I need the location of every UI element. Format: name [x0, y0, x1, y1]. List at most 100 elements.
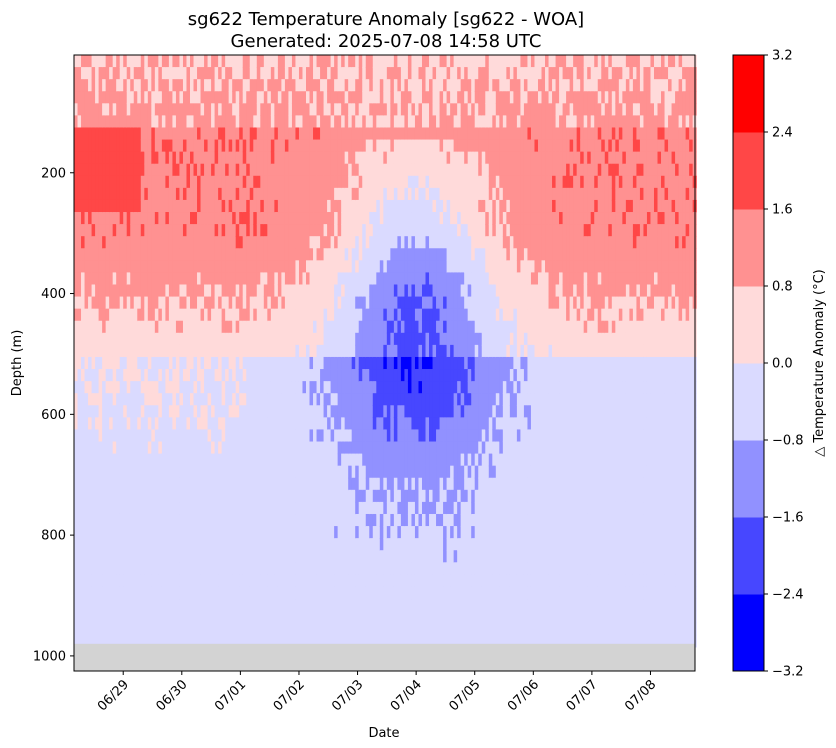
heatmap-cell	[154, 248, 159, 261]
heatmap-cell	[330, 369, 335, 382]
heatmap-cell	[119, 586, 124, 600]
heatmap-cell	[425, 381, 430, 394]
heatmap-cell	[165, 417, 170, 431]
heatmap-cell	[165, 224, 170, 237]
heatmap-cell	[295, 308, 300, 322]
heatmap-cell	[355, 465, 360, 479]
heatmap-cell	[186, 586, 191, 600]
heatmap-cell	[355, 501, 360, 515]
heatmap-cell	[263, 513, 268, 527]
heatmap-cell	[214, 236, 219, 249]
heatmap-cell	[362, 393, 367, 406]
heatmap-cell	[218, 115, 223, 129]
heatmap-cell	[98, 393, 103, 406]
heatmap-cell	[207, 139, 212, 153]
heatmap-cell	[102, 236, 107, 249]
heatmap-cell	[221, 465, 226, 479]
heatmap-cell	[291, 356, 297, 370]
heatmap-cell	[88, 163, 93, 177]
heatmap-cell	[281, 417, 286, 431]
heatmap-cell	[91, 610, 96, 624]
heatmap-cell	[418, 248, 423, 261]
heatmap-cell	[267, 562, 272, 575]
heatmap-cell	[95, 55, 100, 68]
heatmap-cell	[105, 260, 110, 274]
heatmap-cell	[239, 127, 244, 141]
heatmap-cell	[379, 526, 384, 539]
heatmap-cell	[140, 55, 145, 68]
heatmap-cell	[277, 332, 282, 346]
heatmap-cell	[397, 513, 402, 527]
heatmap-cell	[284, 151, 290, 165]
heatmap-cell	[95, 489, 100, 503]
heatmap-cell	[288, 163, 293, 177]
heatmap-cell	[81, 236, 86, 249]
heatmap-cell	[165, 67, 170, 80]
heatmap-cell	[355, 308, 360, 322]
heatmap-cell	[274, 622, 279, 636]
heatmap-cell	[197, 212, 202, 225]
heatmap-cell	[337, 598, 342, 612]
heatmap-cell	[393, 453, 398, 467]
heatmap-cell	[109, 429, 114, 443]
heatmap-cell	[379, 163, 384, 177]
heatmap-cell	[123, 67, 128, 80]
heatmap-cell	[284, 79, 290, 92]
heatmap-cell	[316, 187, 321, 201]
heatmap-cell	[95, 622, 100, 636]
heatmap-cell	[130, 284, 135, 298]
heatmap-cell	[133, 115, 138, 129]
heatmap-cell	[418, 344, 423, 358]
heatmap-cell	[242, 103, 247, 116]
heatmap-cell	[306, 344, 311, 358]
heatmap-cell	[267, 296, 272, 310]
heatmap-cell	[197, 260, 202, 274]
heatmap-cell	[193, 320, 198, 334]
heatmap-cell	[411, 163, 416, 177]
heatmap-cell	[295, 284, 300, 298]
heatmap-cell	[295, 115, 300, 129]
heatmap-cell	[161, 369, 166, 382]
heatmap-cell	[249, 115, 254, 129]
heatmap-cell	[200, 344, 205, 358]
heatmap-cell	[397, 224, 402, 237]
heatmap-cell	[355, 634, 360, 648]
heatmap-cell	[267, 634, 272, 648]
heatmap-cell	[218, 344, 223, 358]
heatmap-cell	[320, 224, 325, 237]
heatmap-cell	[263, 91, 268, 104]
heatmap-cell	[253, 332, 258, 346]
heatmap-cell	[151, 477, 156, 491]
heatmap-cell	[337, 441, 342, 455]
heatmap-cell	[358, 187, 363, 201]
heatmap-cell	[313, 79, 318, 92]
heatmap-cell	[74, 199, 79, 213]
heatmap-cell	[277, 127, 282, 141]
heatmap-cell	[277, 91, 282, 104]
heatmap-cell	[313, 381, 318, 394]
heatmap-cell	[147, 501, 152, 515]
heatmap-cell	[316, 139, 321, 153]
heatmap-cell	[372, 260, 377, 274]
heatmap-cell	[327, 212, 332, 225]
heatmap-cell	[109, 562, 114, 575]
heatmap-cell	[429, 55, 434, 68]
heatmap-cell	[425, 332, 430, 346]
heatmap-cell	[147, 284, 152, 298]
heatmap-cell	[179, 622, 184, 636]
heatmap-cell	[421, 429, 427, 443]
heatmap-cell	[133, 513, 138, 527]
heatmap-cell	[376, 344, 381, 358]
heatmap-cell	[91, 224, 96, 237]
heatmap-cell	[168, 296, 174, 310]
heatmap-cell	[161, 332, 166, 346]
heatmap-cell	[341, 224, 346, 237]
heatmap-cell	[253, 501, 258, 515]
heatmap-cell	[390, 356, 395, 370]
heatmap-cell	[207, 163, 212, 177]
heatmap-cell	[302, 477, 307, 491]
heatmap-cell	[351, 598, 356, 612]
heatmap-cell	[81, 260, 86, 274]
heatmap-cell	[197, 103, 202, 116]
